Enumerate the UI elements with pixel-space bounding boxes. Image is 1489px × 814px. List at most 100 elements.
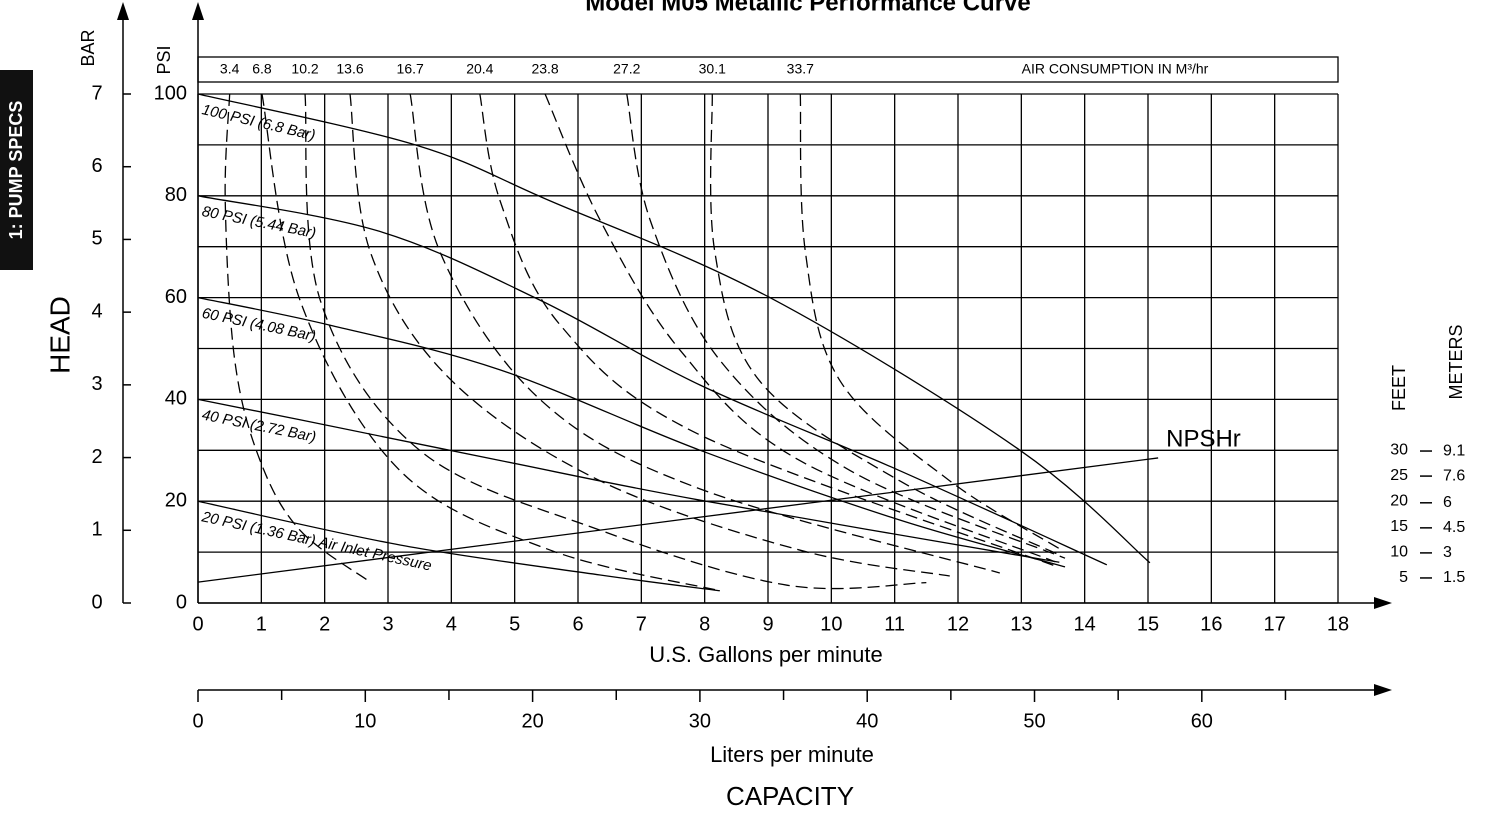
curve [626, 93, 1066, 559]
air-value-label: 27.2 [613, 61, 640, 77]
side-tab [0, 70, 33, 270]
x2-tick-label: 0 [192, 710, 203, 732]
feet-tick-label: 30 [1390, 442, 1408, 459]
curve [224, 93, 371, 583]
air-value-label: 20.4 [466, 61, 493, 77]
x-tick-label: 4 [446, 613, 457, 635]
y-tick-label: 80 [165, 184, 187, 206]
npshr-label: NPSHr [1166, 425, 1241, 452]
curve [304, 93, 927, 590]
curve [409, 93, 1000, 574]
x-tick-label: 17 [1264, 613, 1286, 635]
x-tick-label: 6 [572, 613, 583, 635]
curve [197, 195, 1108, 566]
curve [709, 93, 1061, 556]
capacity-label: CAPACITY [726, 781, 854, 811]
meters-tick-label: 9.1 [1443, 442, 1465, 459]
curve [197, 457, 1159, 583]
y-tick-label: 100 [154, 82, 187, 104]
feet-tick-label: 25 [1390, 467, 1408, 484]
curve-label: 40 PSI (2.72 Bar) [200, 407, 317, 446]
x-tick-label: 2 [319, 613, 330, 635]
feet-axis-name: FEET [1389, 365, 1409, 411]
meters-tick-label: 7.6 [1443, 467, 1465, 484]
y2-tick-label: 6 [91, 155, 102, 177]
curve [197, 296, 1066, 568]
x-tick-label: 18 [1327, 613, 1349, 635]
x2-tick-label: 20 [521, 710, 543, 732]
y2-tick-label: 5 [91, 228, 102, 250]
arrow [1374, 597, 1392, 609]
x-tick-label: 3 [382, 613, 393, 635]
chart-title: Model M05 Metallic Performance Curve [585, 0, 1030, 16]
curve [479, 93, 1056, 567]
x2-tick-label: 50 [1023, 710, 1045, 732]
curve [197, 500, 720, 592]
y-tick-label: 0 [176, 591, 187, 613]
curve [544, 93, 1056, 563]
curve-label: 80 PSI (5.44 Bar) [200, 203, 317, 242]
meters-axis-name: METERS [1446, 324, 1466, 399]
curve [261, 93, 721, 592]
air-value-label: 10.2 [291, 61, 318, 77]
arrow [192, 2, 204, 20]
meters-tick-label: 4.5 [1443, 519, 1465, 536]
curve [197, 93, 1151, 564]
x-tick-label: 1 [256, 613, 267, 635]
x2-axis-label: Liters per minute [710, 742, 874, 767]
psi-axis-name: PSI [154, 45, 174, 74]
meters-tick-label: 3 [1443, 544, 1452, 561]
air-label: AIR CONSUMPTION IN M³/hr [1022, 61, 1209, 77]
y2-tick-label: 3 [91, 373, 102, 395]
feet-tick-label: 10 [1390, 543, 1408, 560]
meters-tick-label: 1.5 [1443, 569, 1465, 586]
air-value-label: 16.7 [397, 61, 424, 77]
bar-axis-name: BAR [78, 29, 98, 66]
air-value-label: 33.7 [787, 61, 814, 77]
feet-tick-label: 15 [1390, 518, 1408, 535]
y2-tick-label: 0 [91, 591, 102, 613]
curve [197, 398, 1060, 563]
meters-tick-label: 6 [1443, 494, 1452, 511]
x-tick-label: 16 [1200, 613, 1222, 635]
y2-tick-label: 2 [91, 446, 102, 468]
curve [799, 93, 1061, 550]
arrow [1374, 684, 1392, 696]
x-tick-label: 11 [884, 613, 905, 635]
x-tick-label: 9 [762, 613, 773, 635]
x-tick-label: 7 [636, 613, 647, 635]
curve [349, 93, 950, 577]
x-tick-label: 10 [820, 613, 842, 635]
x2-tick-label: 10 [354, 710, 376, 732]
feet-tick-label: 5 [1399, 569, 1408, 586]
y-tick-label: 20 [165, 489, 187, 511]
curve-label: 20 PSI (1.36 Bar) Air Inlet Pressure [199, 508, 433, 574]
x2-tick-label: 40 [856, 710, 878, 732]
y2-tick-label: 7 [91, 82, 102, 104]
x2-tick-label: 60 [1191, 710, 1213, 732]
y-tick-label: 60 [165, 286, 187, 308]
x-tick-label: 12 [947, 613, 969, 635]
air-value-label: 13.6 [336, 61, 363, 77]
y-axis-label: HEAD [44, 296, 75, 374]
air-value-label: 30.1 [699, 61, 726, 77]
curve-label: 60 PSI (4.08 Bar) [200, 305, 317, 345]
feet-tick-label: 20 [1390, 492, 1408, 509]
x-tick-label: 14 [1074, 613, 1096, 635]
arrow [117, 2, 129, 20]
x-tick-label: 15 [1137, 613, 1159, 635]
x-tick-label: 5 [509, 613, 520, 635]
y2-tick-label: 1 [91, 519, 102, 541]
air-value-label: 3.4 [220, 61, 240, 77]
x-tick-label: 0 [192, 613, 203, 635]
x2-tick-label: 30 [689, 710, 711, 732]
x-axis-label: U.S. Gallons per minute [649, 642, 883, 667]
tab-label: 1: PUMP SPECS [6, 101, 26, 240]
air-value-label: 6.8 [252, 61, 272, 77]
x-tick-label: 8 [699, 613, 710, 635]
y-tick-label: 40 [165, 388, 187, 410]
air-value-label: 23.8 [531, 61, 558, 77]
x-tick-label: 13 [1010, 613, 1032, 635]
